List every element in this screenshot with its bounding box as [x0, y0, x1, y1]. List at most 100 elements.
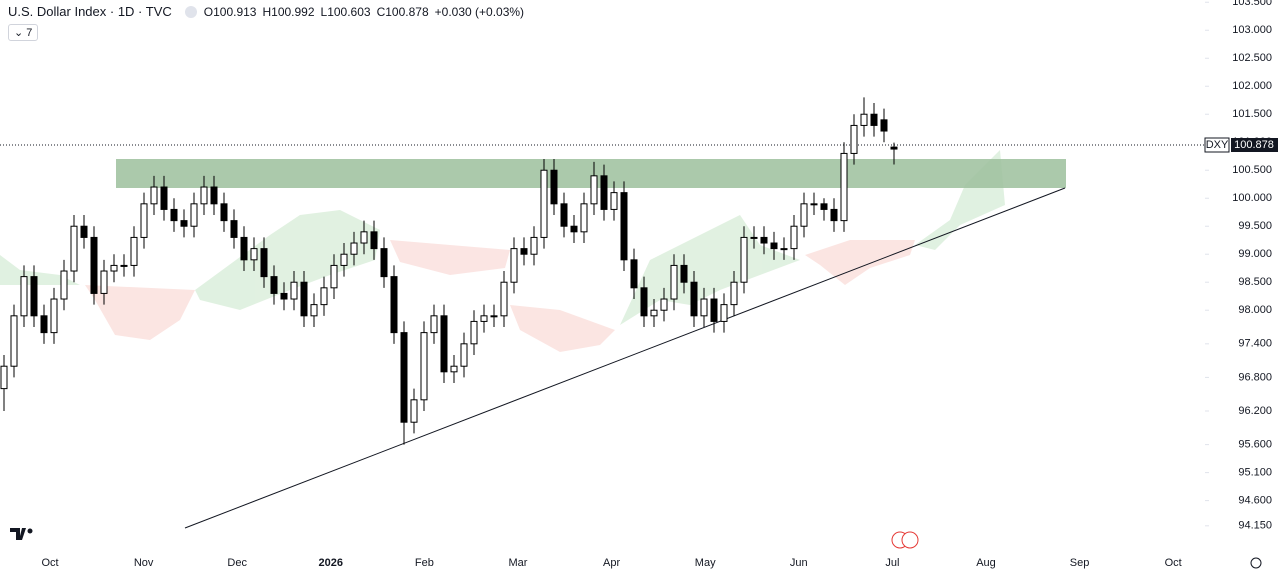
y-tick-label: 103.000	[1232, 24, 1272, 36]
ohlc-high: H100.992	[262, 4, 315, 19]
y-tick-label: 99.500	[1238, 220, 1272, 232]
candle-body	[340, 253, 348, 266]
x-tick-label: Nov	[134, 557, 154, 569]
candle-body	[460, 343, 468, 367]
x-tick-label: 2026	[319, 557, 343, 569]
candle-body	[0, 365, 8, 390]
candle-body	[60, 270, 68, 300]
candle-body	[150, 186, 158, 205]
y-tick-label: 100.500	[1232, 164, 1272, 176]
candle-body	[140, 203, 148, 238]
indicator-badge[interactable]: ⌄ 7	[8, 24, 39, 41]
settings-icon[interactable]	[1250, 557, 1262, 569]
y-tick-label: 94.600	[1238, 495, 1272, 507]
candle-body	[320, 287, 328, 306]
price-tag-label: 100.878	[1234, 139, 1274, 151]
candle-body	[20, 276, 28, 317]
candle-body	[410, 399, 418, 423]
candle-body	[490, 315, 498, 318]
candle-body	[540, 169, 548, 238]
x-tick-label: Oct	[1165, 557, 1182, 569]
x-tick-label: Oct	[41, 557, 58, 569]
candle-body	[50, 298, 58, 334]
candle-body	[680, 264, 688, 283]
candle-body	[570, 225, 578, 233]
candle-body	[850, 124, 858, 154]
candle-body	[380, 248, 388, 278]
ohlc-change: +0.030 (+0.03%)	[434, 4, 525, 19]
candle-body	[180, 220, 188, 227]
candle-body	[220, 203, 228, 222]
ohlc-open: O100.913	[203, 4, 257, 19]
candle-body	[270, 276, 278, 294]
candle-body	[280, 292, 288, 300]
candle-body	[520, 248, 528, 255]
candle-body	[620, 192, 628, 261]
x-tick-label: Mar	[509, 557, 528, 569]
y-tick-label: 96.200	[1238, 405, 1272, 417]
candle-body	[640, 287, 648, 317]
ichimoku-cloud	[0, 150, 1005, 352]
candle-body	[210, 186, 218, 205]
candle-body	[780, 248, 788, 251]
y-tick-label: 96.800	[1238, 371, 1272, 383]
candle-body	[160, 186, 168, 210]
price-tag: DXY 100.878	[1204, 137, 1278, 153]
candle-body	[420, 332, 428, 401]
candle-body	[430, 315, 438, 334]
indicator-count: 7	[26, 27, 33, 39]
eye-icon[interactable]	[184, 5, 198, 19]
x-tick-label: Dec	[227, 557, 247, 569]
candle-body	[500, 281, 508, 317]
x-tick-label: Feb	[415, 557, 434, 569]
event-flags[interactable]	[891, 531, 919, 549]
symbol-tag: DXY	[1206, 139, 1229, 151]
candle-body	[290, 281, 298, 300]
candle-body	[720, 304, 728, 322]
y-tick-label: 95.600	[1238, 439, 1272, 451]
candle-body	[120, 264, 128, 267]
candle-body	[110, 264, 118, 272]
candle-body	[870, 113, 878, 126]
candle-body	[310, 304, 318, 317]
y-tick-label: 101.500	[1232, 108, 1272, 120]
candle-body	[690, 281, 698, 317]
candle-body	[660, 298, 668, 311]
candle-body	[650, 309, 658, 317]
x-tick-label: Apr	[603, 557, 620, 569]
candle-body	[170, 208, 178, 222]
y-tick-label: 98.000	[1238, 304, 1272, 316]
candle-body	[560, 203, 568, 227]
symbol-title: U.S. Dollar Index · 1D · TVC	[8, 4, 172, 19]
candle-body	[580, 203, 588, 233]
candle-body	[350, 242, 358, 255]
candle-body	[830, 208, 838, 222]
candle-body	[880, 119, 888, 132]
candle-body	[760, 236, 768, 244]
candle-body	[890, 146, 898, 150]
x-tick-label: Jun	[790, 557, 808, 569]
y-tick-label: 103.500	[1232, 0, 1272, 8]
candle-body	[480, 315, 488, 322]
candle-body	[670, 264, 678, 300]
candle-body	[550, 169, 558, 205]
candle-body	[40, 315, 48, 334]
candle-body	[240, 236, 248, 261]
candle-body	[130, 236, 138, 266]
candle-body	[200, 186, 208, 205]
candle-body	[810, 203, 818, 206]
candle-body	[400, 332, 408, 423]
candle-body	[230, 220, 238, 238]
y-tick-label: 95.100	[1238, 467, 1272, 479]
candle-body	[590, 175, 598, 205]
candle-body	[600, 175, 608, 210]
candle-body	[330, 264, 338, 289]
trendline	[184, 187, 1066, 529]
candle-body	[90, 236, 98, 294]
candle-body	[70, 225, 78, 272]
candle-body	[30, 276, 38, 317]
candle-body	[730, 281, 738, 306]
candle-body	[440, 315, 448, 373]
